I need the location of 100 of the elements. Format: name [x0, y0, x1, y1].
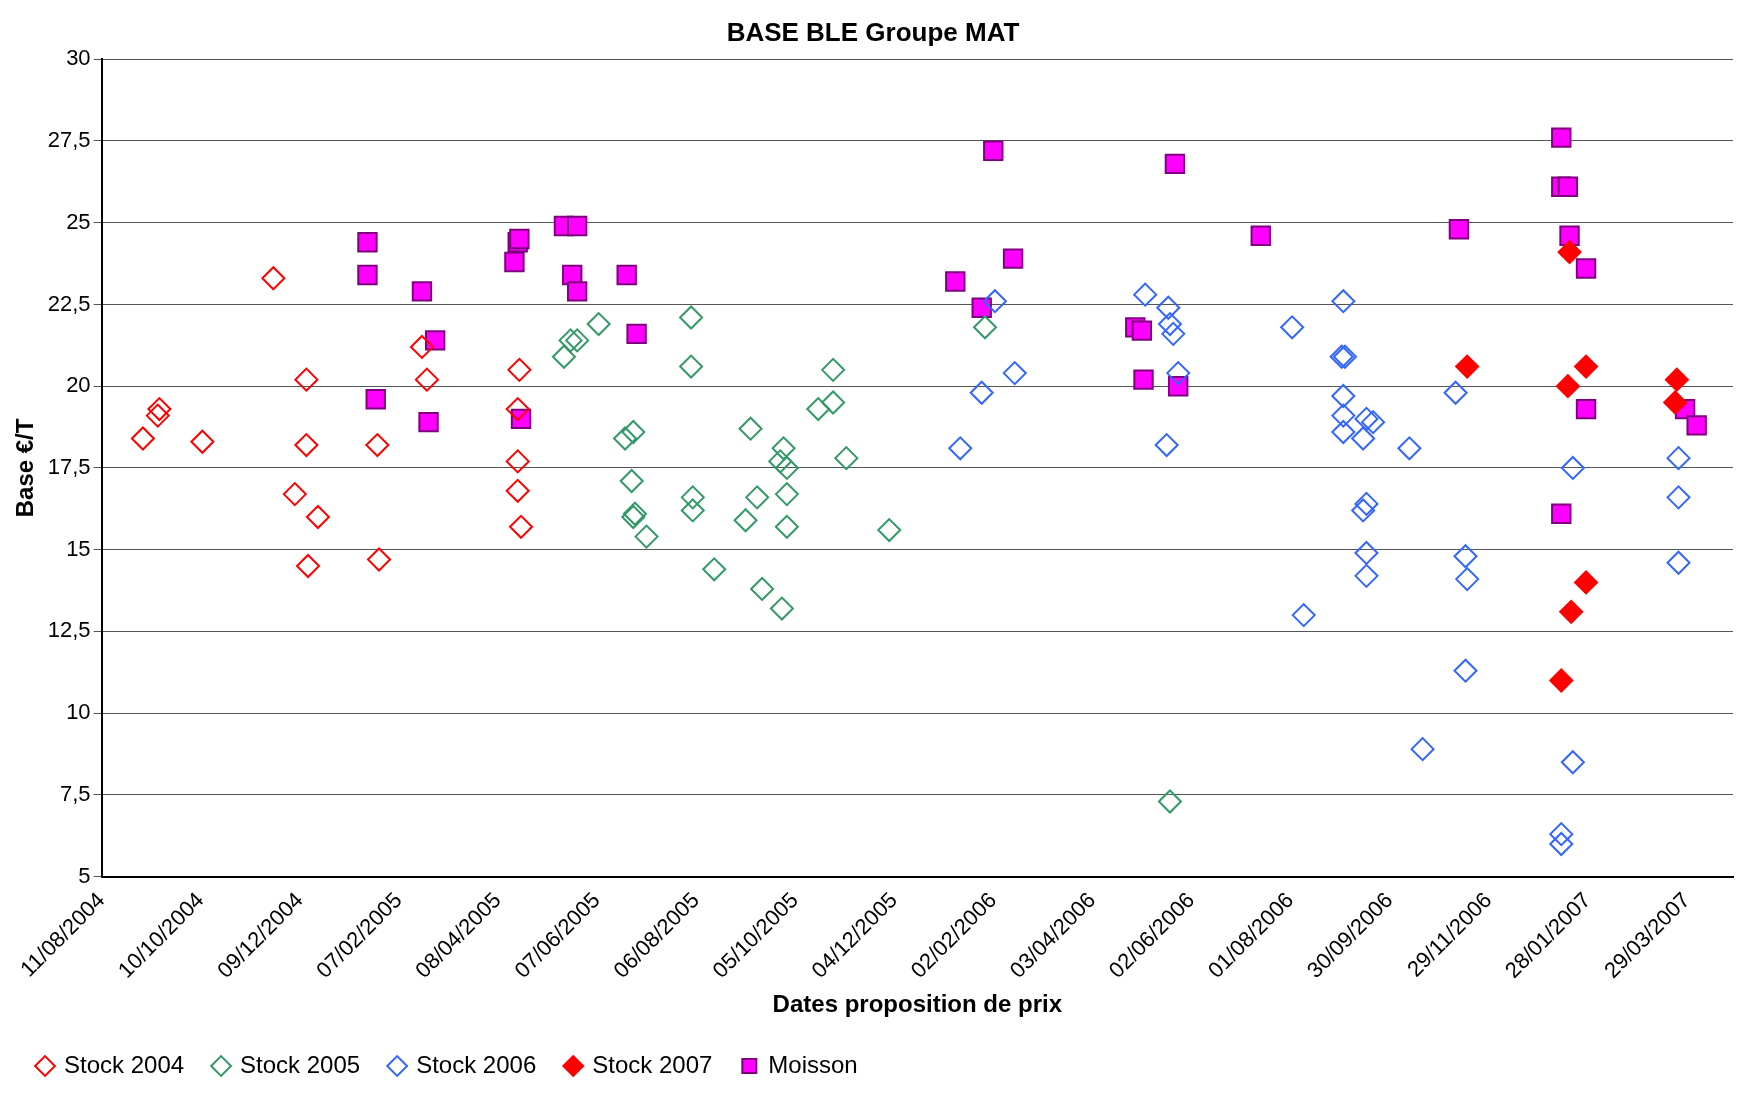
point — [1448, 219, 1470, 240]
point — [626, 323, 647, 345]
point — [1575, 258, 1597, 279]
point — [982, 289, 1007, 314]
point — [504, 251, 525, 273]
point — [821, 390, 846, 415]
point — [774, 455, 799, 480]
point — [1663, 390, 1688, 415]
point — [261, 266, 286, 291]
x-axis-title: Dates proposition de prix — [772, 990, 1063, 1018]
y-axis-title: Base €/T — [11, 418, 39, 518]
point — [1351, 426, 1376, 451]
point — [1331, 403, 1356, 428]
point — [1280, 315, 1305, 340]
point — [305, 504, 330, 529]
point — [1453, 658, 1478, 683]
y-tick-label: 7,5 — [60, 780, 91, 806]
point — [1551, 503, 1572, 524]
y-tick-label: 25 — [66, 208, 91, 234]
point — [619, 469, 644, 494]
point — [774, 482, 799, 507]
point — [1574, 570, 1599, 595]
point — [1154, 433, 1179, 458]
legend-label: Stock 2005 — [240, 1050, 361, 1078]
point — [1560, 750, 1585, 775]
point — [1560, 455, 1585, 480]
point — [1250, 225, 1271, 246]
point — [1664, 367, 1689, 392]
y-tick-label: 22,5 — [47, 290, 91, 316]
point — [1002, 361, 1027, 386]
legend-label: Moisson — [768, 1050, 858, 1078]
y-tick-label: 12,5 — [47, 617, 91, 643]
point — [1443, 380, 1468, 405]
y-tick-label: 20 — [66, 372, 91, 398]
point — [1331, 419, 1356, 444]
point — [1133, 369, 1154, 390]
point — [1455, 567, 1480, 592]
legend-label: Stock 2007 — [592, 1050, 713, 1078]
point — [418, 411, 439, 433]
y-tick-label: 10 — [66, 699, 91, 725]
point — [1351, 498, 1376, 523]
point — [294, 367, 319, 392]
point — [969, 380, 994, 405]
point — [505, 478, 530, 503]
point — [1131, 320, 1153, 341]
point — [948, 436, 973, 461]
point — [1557, 176, 1579, 197]
point — [509, 514, 534, 539]
point — [1164, 153, 1186, 175]
point — [357, 264, 378, 286]
point — [1354, 406, 1379, 431]
point — [1397, 436, 1422, 461]
point — [1166, 361, 1191, 386]
point — [365, 433, 390, 458]
point — [1354, 491, 1379, 516]
point — [558, 328, 583, 353]
point — [357, 232, 378, 253]
point — [130, 426, 155, 451]
point — [679, 305, 704, 330]
point — [282, 482, 307, 507]
point — [586, 312, 611, 337]
point — [505, 397, 530, 422]
point — [806, 397, 831, 422]
point — [750, 576, 775, 601]
point — [1549, 668, 1574, 693]
point — [877, 518, 902, 543]
y-tick-label: 27,5 — [47, 127, 91, 153]
point — [1291, 603, 1316, 628]
point — [566, 215, 588, 237]
legend-label: Stock 2006 — [416, 1050, 537, 1078]
point — [1549, 831, 1574, 856]
chart-title: BASE BLE Groupe MAT — [726, 16, 1020, 47]
point — [613, 426, 638, 451]
point — [409, 334, 434, 359]
point — [1331, 289, 1356, 314]
point — [1157, 789, 1182, 814]
point — [616, 264, 637, 286]
point — [1361, 410, 1386, 435]
point — [1133, 282, 1158, 307]
y-tick-label: 5 — [78, 862, 91, 888]
point — [945, 271, 966, 292]
point — [294, 433, 319, 458]
point — [680, 485, 705, 510]
point — [296, 554, 321, 579]
point — [680, 498, 705, 523]
point — [771, 436, 796, 461]
point — [821, 357, 846, 382]
point — [1557, 240, 1582, 265]
point — [973, 315, 998, 340]
point — [769, 596, 794, 621]
point — [1666, 446, 1691, 471]
point — [424, 330, 446, 351]
point — [551, 344, 576, 369]
point — [983, 140, 1004, 161]
point — [702, 557, 727, 582]
point — [1549, 822, 1574, 847]
point — [367, 547, 392, 572]
point — [566, 281, 588, 302]
point — [738, 416, 763, 441]
point — [1354, 563, 1379, 588]
